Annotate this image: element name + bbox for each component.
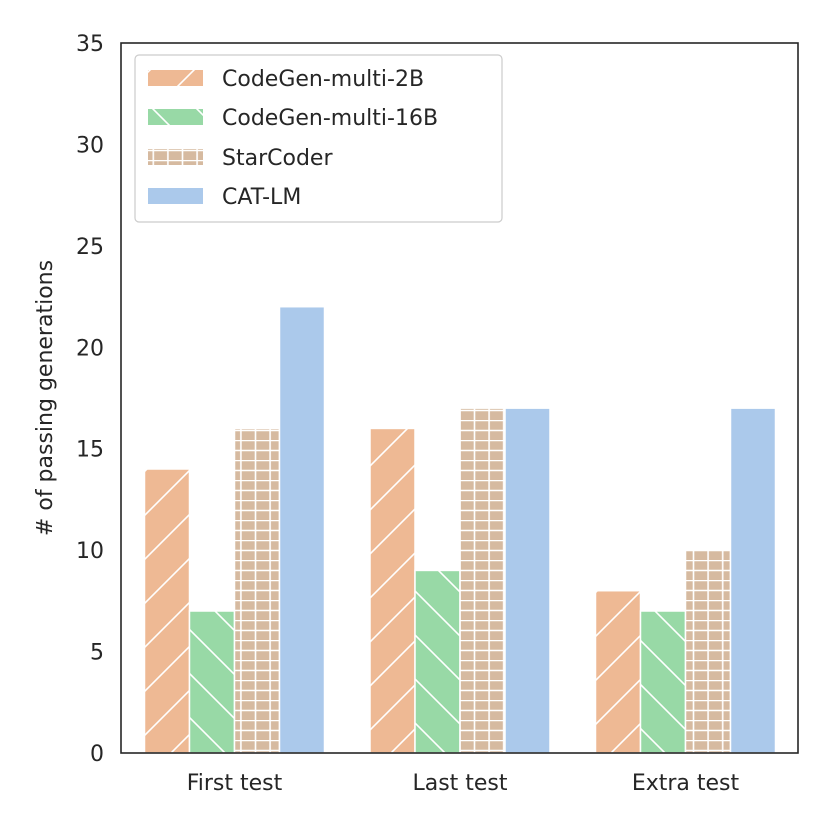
bar [278,305,326,754]
bar [369,427,416,754]
bar [459,407,506,754]
y-tick-label: 10 [76,539,104,564]
y-axis-ticks: 0 5 10 15 20 25 30 35 [76,32,104,767]
bar [639,610,687,754]
y-tick-label: 35 [76,32,104,57]
legend-frame [134,54,503,223]
bar [143,468,191,754]
bar [414,569,461,754]
bar [729,407,777,754]
legend-item[interactable]: CodeGen-multi-16B [148,106,438,131]
legend[interactable]: CodeGen-multi-2B CodeGen-multi-16B StarCod… [134,54,503,223]
bar [233,427,281,754]
legend-label: CodeGen-multi-2B [222,67,424,92]
legend-item[interactable]: CodeGen-multi-2B [148,67,424,92]
x-axis-ticks: First test Last test Extra test [187,771,740,796]
y-axis-label: # of passing generations [33,260,58,536]
y-tick-label: 15 [76,438,104,463]
x-tick-label: First test [187,771,283,796]
bar [594,589,642,754]
legend-item[interactable]: CAT-LM [148,185,301,210]
y-tick-label: 5 [90,641,104,666]
legend-item[interactable]: StarCoder [148,146,333,171]
y-tick-label: 20 [76,336,104,361]
plot-area [120,42,799,754]
y-tick-label: 0 [90,742,104,767]
bar [188,610,236,754]
bar [684,549,732,754]
x-tick-label: Extra test [632,771,740,796]
y-tick-label: 25 [76,235,104,260]
bars-layer [143,305,777,754]
legend-swatch [148,188,203,204]
legend-label: CAT-LM [222,185,301,210]
x-tick-label: Last test [412,771,507,796]
bar [504,407,551,754]
legend-label: StarCoder [222,146,333,171]
y-tick-label: 30 [76,133,104,158]
legend-label: CodeGen-multi-16B [222,106,438,131]
